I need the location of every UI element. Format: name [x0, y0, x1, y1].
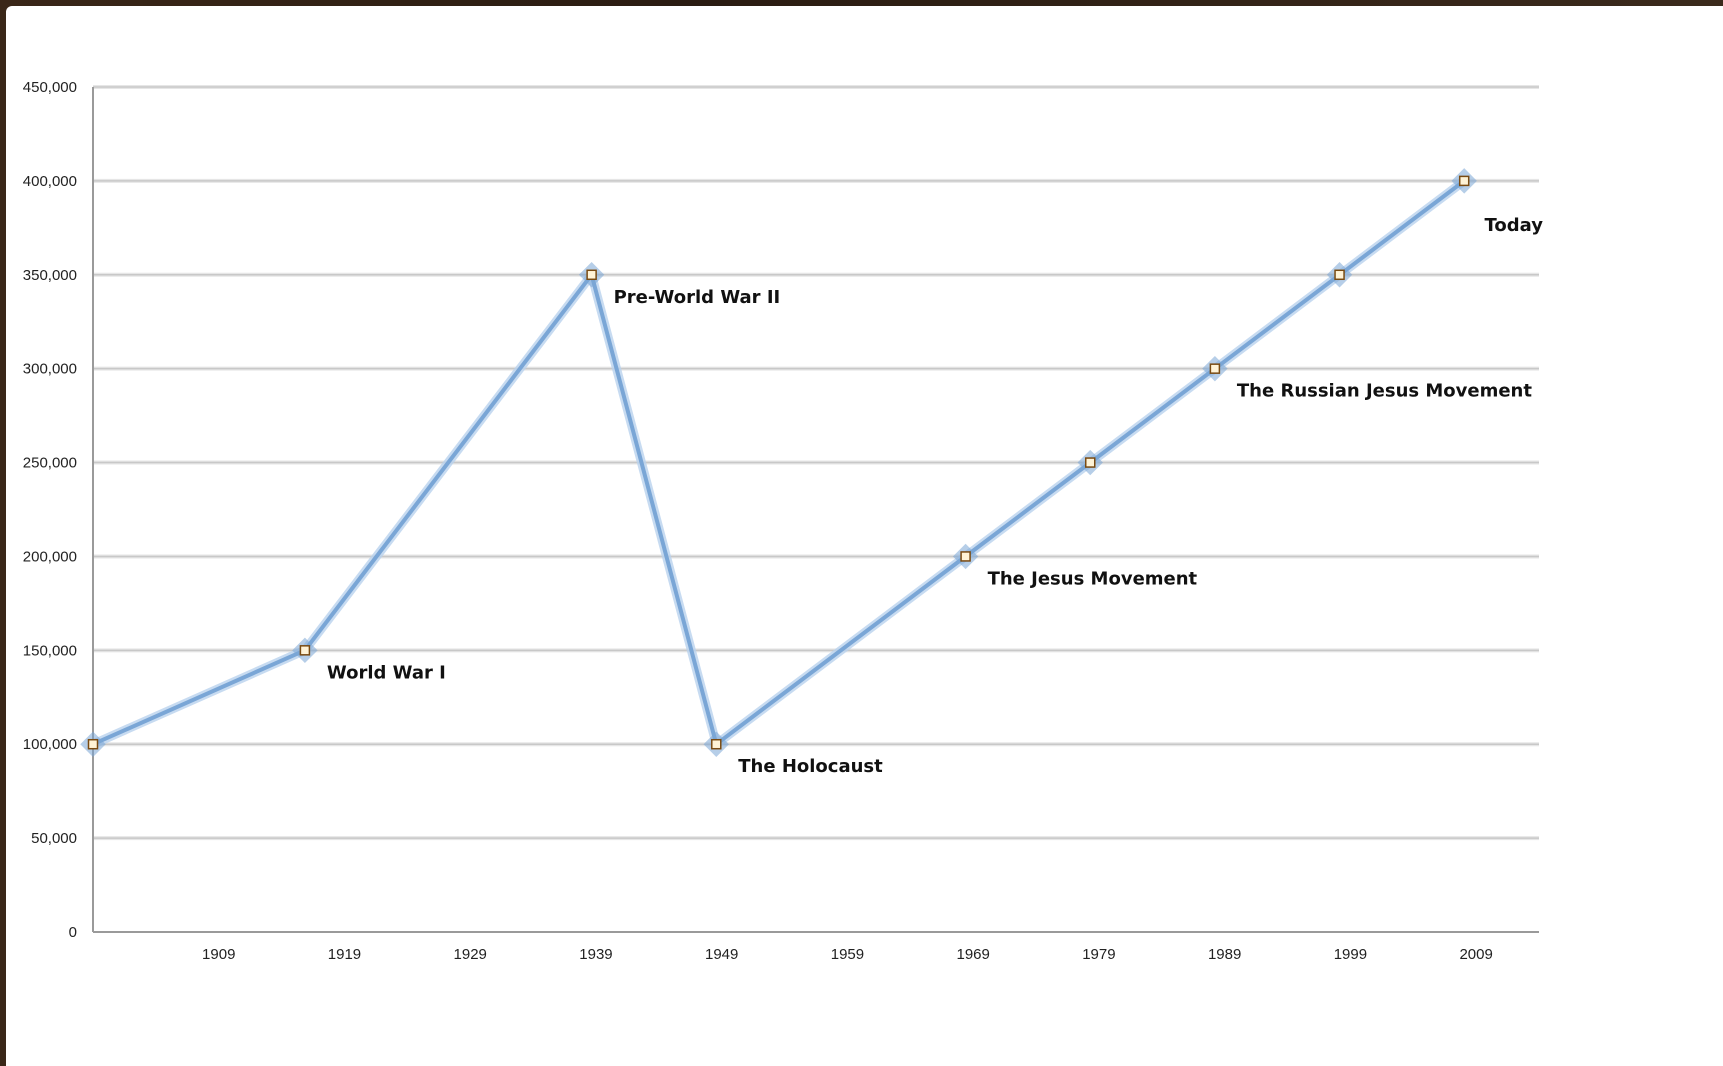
data-point: [1334, 269, 1345, 281]
y-tick-label: 400,000: [23, 173, 77, 190]
annotation-label: World War I: [327, 662, 446, 683]
data-point-marker: [80, 731, 106, 757]
annotation-label: The Russian Jesus Movement: [1237, 381, 1532, 402]
y-tick-label: 250,000: [23, 455, 77, 472]
data-point: [299, 645, 311, 656]
data-point-marker: [952, 543, 979, 570]
y-tick-label: 300,000: [23, 361, 77, 378]
chart-panel: 0 50,000 100,000 150,000 200,000 250,000 300,0…: [6, 6, 1723, 1066]
data-point-marker: [292, 637, 318, 664]
x-tick-label: 1979: [1082, 946, 1115, 963]
y-axis-tick-labels: 0 50,000 100,000 150,000 200,000 250,000 300,0…: [23, 79, 77, 941]
y-tick-label: 450,000: [23, 79, 77, 96]
x-tick-label: 1939: [579, 946, 612, 963]
y-tick-label: 150,000: [23, 642, 77, 659]
data-point: [87, 738, 99, 750]
data-point: [1084, 457, 1096, 468]
data-point: [711, 738, 722, 750]
axes: [92, 87, 1539, 933]
y-tick-label: 200,000: [23, 548, 77, 565]
data-point-markers: [80, 168, 1477, 757]
x-tick-label: 1969: [956, 946, 989, 963]
x-tick-label: 1999: [1334, 946, 1367, 963]
data-point: [1209, 363, 1221, 374]
x-tick-label: 1989: [1208, 946, 1241, 963]
data-point: [586, 269, 597, 281]
x-tick-label: 1959: [831, 946, 864, 963]
x-tick-label: 1949: [705, 946, 738, 963]
data-point-marker: [703, 731, 730, 757]
annotation-label: Today: [1485, 215, 1544, 236]
annotation-label: The Holocaust: [738, 756, 883, 777]
gridlines: [93, 85, 1539, 841]
x-tick-label: 1929: [454, 946, 487, 963]
x-tick-label: 2009: [1459, 946, 1492, 963]
data-point: [960, 551, 971, 562]
x-tick-label: 1919: [328, 946, 361, 963]
y-tick-label: 50,000: [31, 830, 77, 847]
x-axis-tick-labels: 1909 1919 1929 1939 1949 1959 1969 1979 1989 1999…: [202, 946, 1493, 963]
annotations: World War I Pre-World War II The Holocaust…: [327, 215, 1543, 777]
data-point: [1458, 175, 1470, 187]
y-tick-label: 0: [69, 924, 77, 941]
x-tick-label: 1909: [202, 946, 235, 963]
y-tick-label: 100,000: [23, 736, 77, 753]
annotation-label: Pre-World War II: [614, 287, 781, 308]
line-chart: 0 50,000 100,000 150,000 200,000 250,000 300,0…: [23, 79, 1543, 963]
data-point-marker: [578, 262, 605, 288]
annotation-label: The Jesus Movement: [988, 568, 1198, 589]
y-tick-label: 350,000: [23, 267, 77, 284]
